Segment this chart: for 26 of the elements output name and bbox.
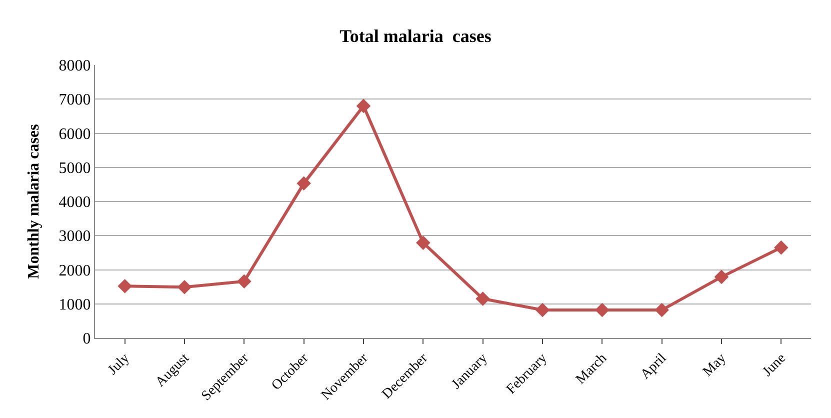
point xyxy=(714,270,729,284)
x-tick-label: July xyxy=(105,350,133,378)
x-tick-label: May xyxy=(700,350,730,380)
point xyxy=(416,236,430,250)
point xyxy=(356,98,371,114)
y-tick-label: 1000 xyxy=(58,296,91,314)
x-tick-label: June xyxy=(760,350,789,380)
chart-title: Total malaria cases xyxy=(340,26,492,46)
point xyxy=(177,280,192,294)
point xyxy=(774,240,788,255)
y-tick-label: 3000 xyxy=(58,228,91,246)
y-tick-label: 0 xyxy=(82,330,91,348)
point xyxy=(654,302,669,318)
y-axis-title: Monthly malaria cases xyxy=(26,124,43,279)
y-tick-label: 2000 xyxy=(58,262,91,280)
point xyxy=(476,292,490,306)
y-tick-label: 8000 xyxy=(58,58,91,75)
y-tick-label: 5000 xyxy=(58,160,91,177)
y-tick-label: 4000 xyxy=(58,194,91,212)
point xyxy=(237,274,252,288)
point xyxy=(535,302,550,318)
y-tick-label: 6000 xyxy=(58,126,91,143)
point xyxy=(118,278,132,294)
y-tick-label: 7000 xyxy=(58,92,91,109)
point xyxy=(595,302,610,318)
point xyxy=(296,176,311,191)
